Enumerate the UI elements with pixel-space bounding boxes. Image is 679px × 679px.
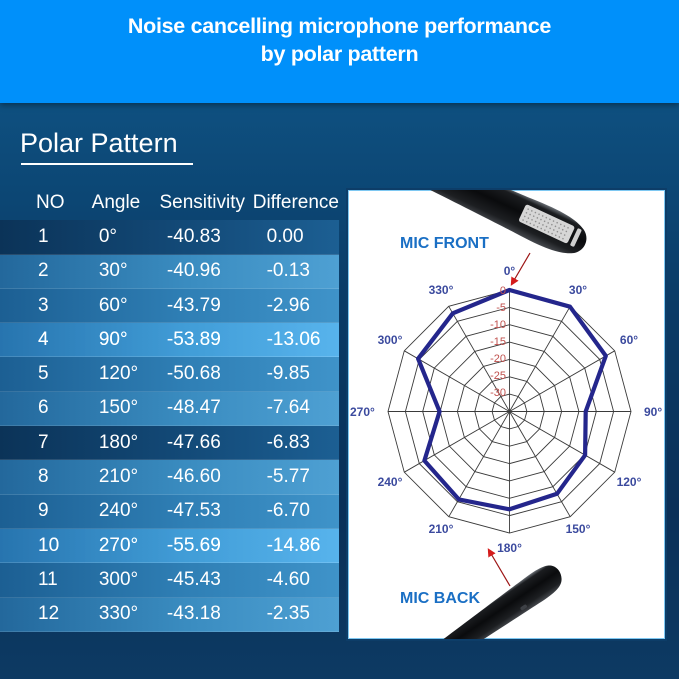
svg-text:-30: -30 — [490, 387, 506, 399]
svg-text:MIC BACK: MIC BACK — [400, 590, 480, 607]
svg-text:120°: 120° — [617, 475, 642, 489]
svg-text:210°: 210° — [429, 522, 454, 536]
svg-text:0°: 0° — [504, 264, 516, 278]
svg-text:0: 0 — [500, 285, 506, 297]
svg-text:-15: -15 — [490, 336, 506, 348]
svg-text:30°: 30° — [569, 283, 587, 297]
svg-text:-10: -10 — [490, 319, 506, 331]
svg-text:180°: 180° — [497, 541, 522, 555]
svg-text:-5: -5 — [496, 302, 506, 314]
svg-text:MIC FRONT: MIC FRONT — [400, 235, 489, 252]
svg-text:60°: 60° — [620, 333, 638, 347]
svg-text:330°: 330° — [429, 283, 454, 297]
svg-text:240°: 240° — [378, 475, 403, 489]
svg-text:-20: -20 — [490, 353, 506, 365]
svg-text:90°: 90° — [644, 405, 662, 419]
svg-text:-25: -25 — [490, 370, 506, 382]
svg-text:270°: 270° — [350, 405, 375, 419]
svg-text:150°: 150° — [566, 522, 591, 536]
svg-text:300°: 300° — [378, 333, 403, 347]
